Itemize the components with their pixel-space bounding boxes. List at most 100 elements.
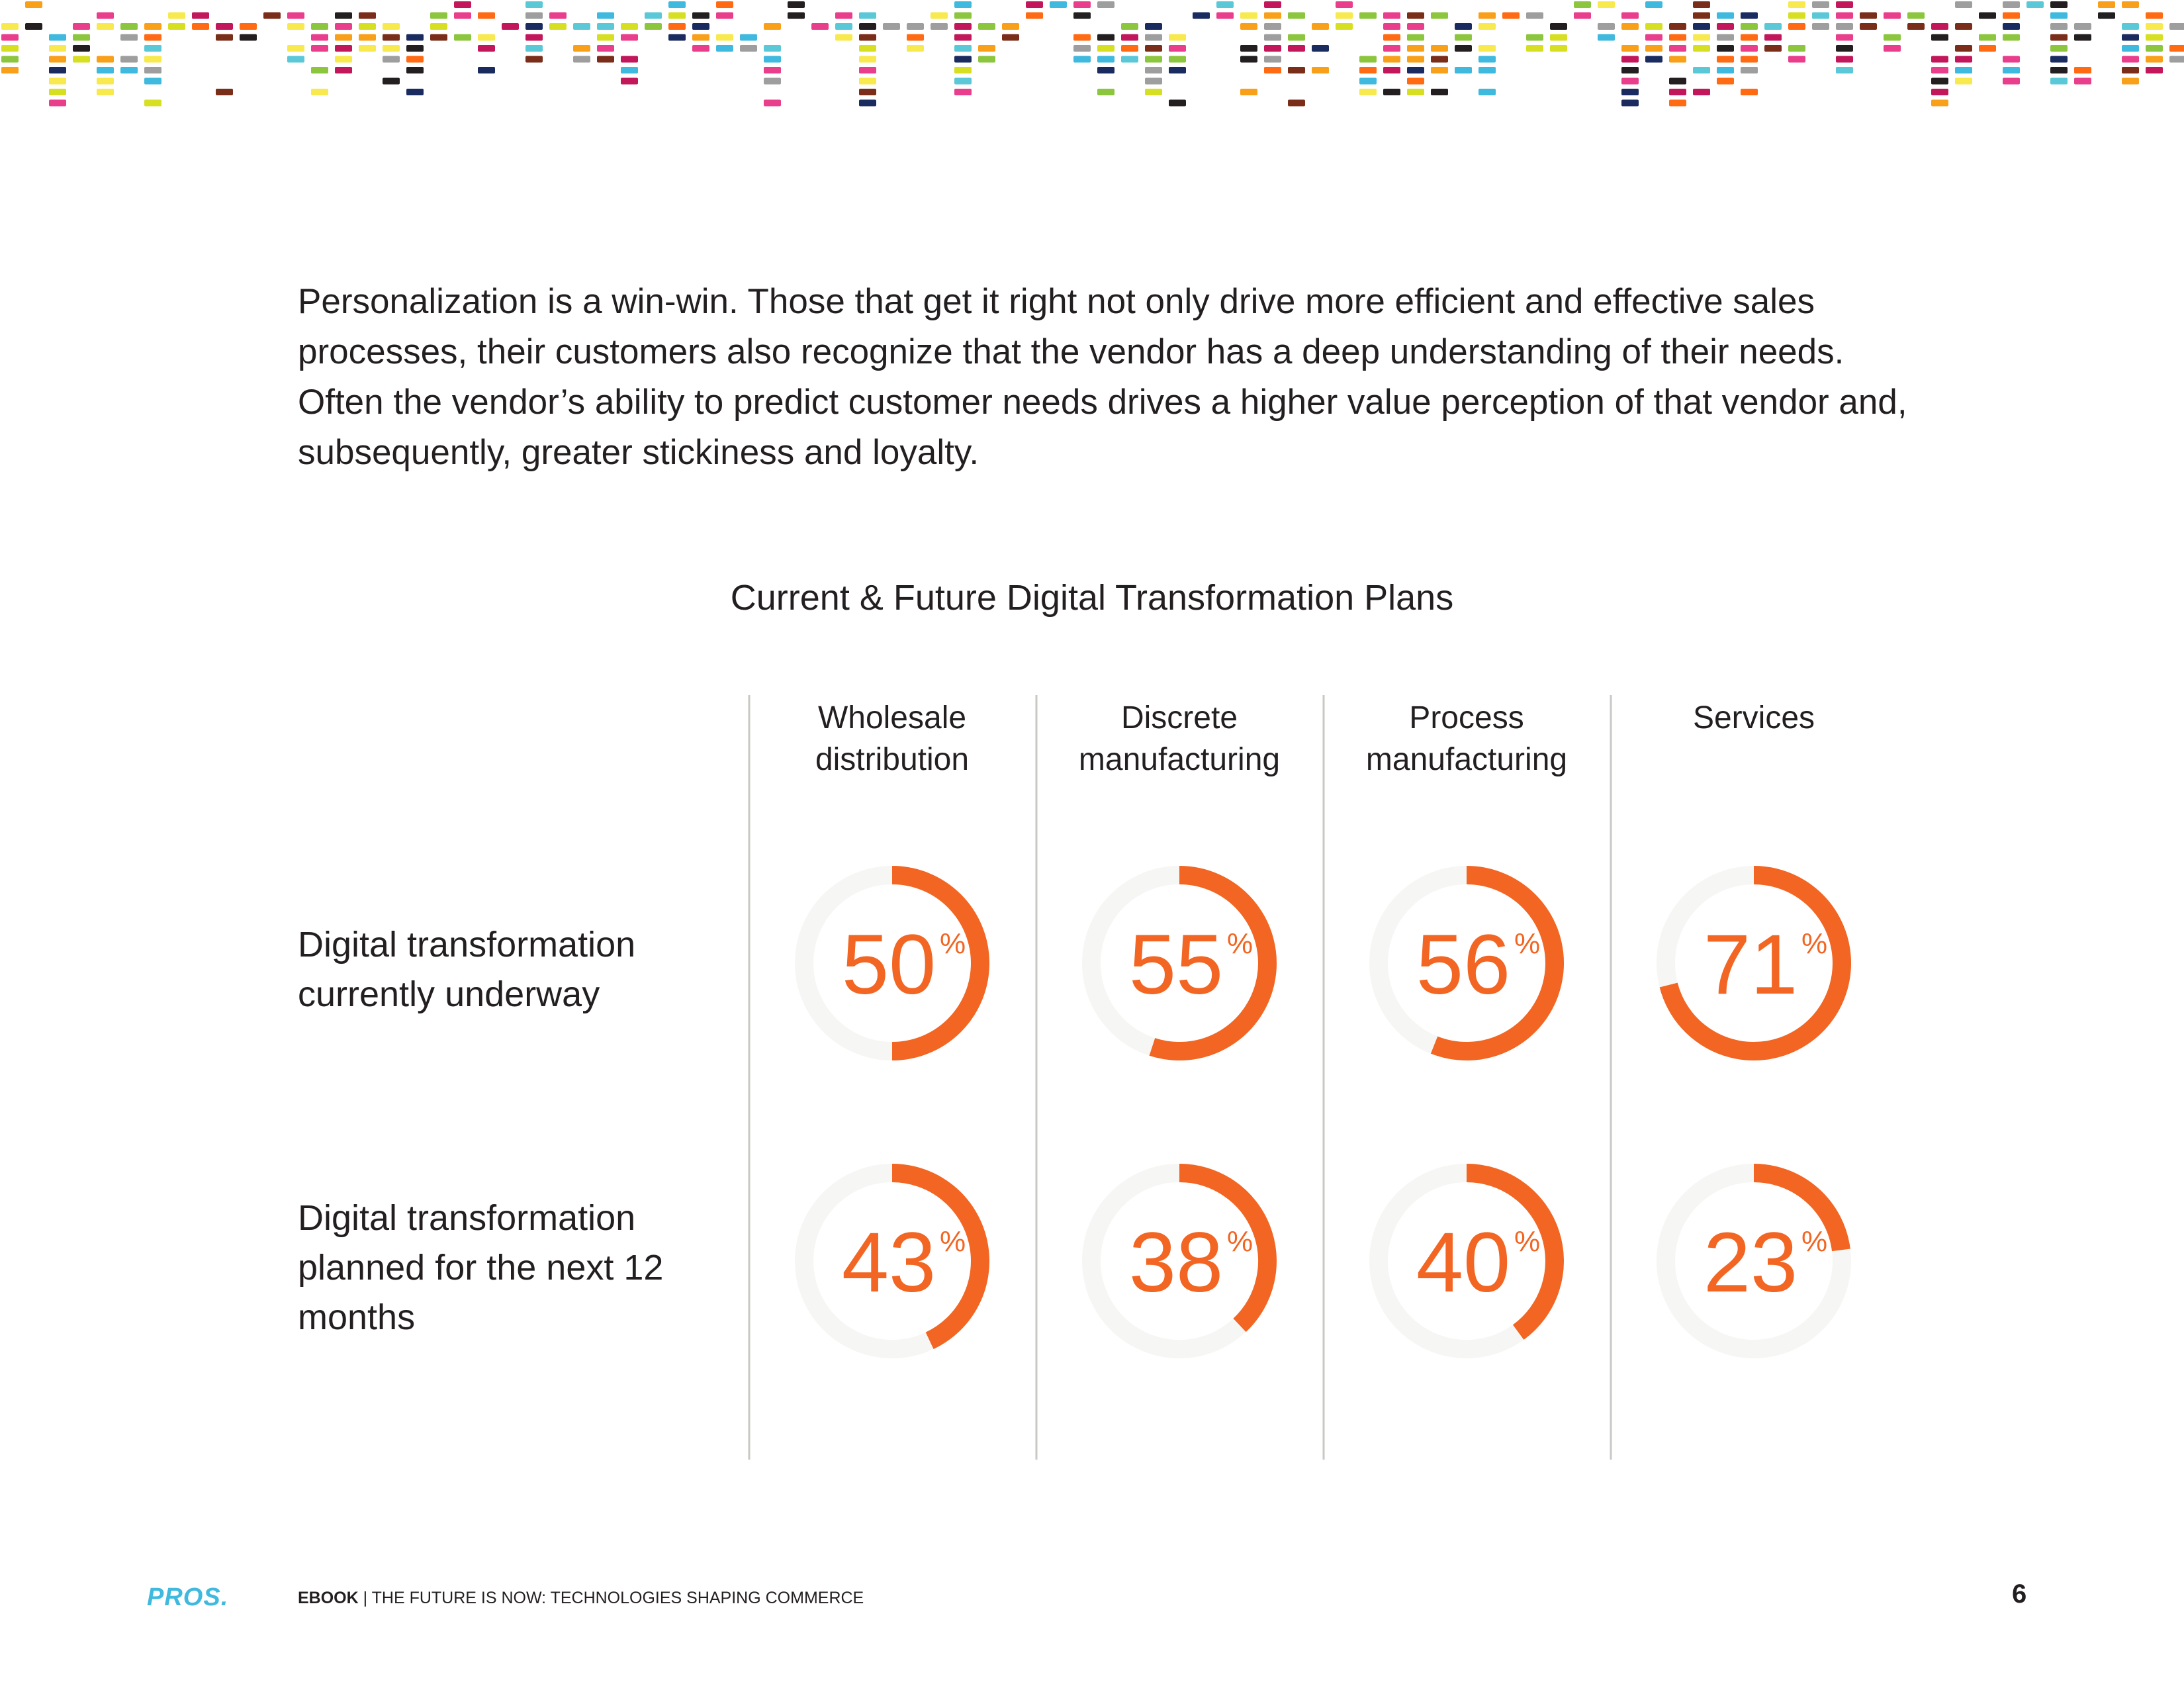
pattern-dash [1097,67,1115,73]
column-header-2-line-1: manufacturing [1366,742,1567,777]
pattern-dash [859,77,876,85]
pattern-dash [692,45,709,52]
pattern-dash [2122,1,2139,8]
pattern-dash [2146,56,2163,63]
pattern-dash [1407,34,1424,41]
pattern-dash [73,45,90,52]
pattern-dash [1788,1,1805,8]
pattern-dash [1336,12,1353,19]
pattern-dash [668,23,686,30]
pattern-dash [1264,56,1281,63]
pattern-dash [1479,12,1496,19]
pattern-dash [811,23,829,30]
pattern-dash [1741,89,1758,95]
pattern-dash [216,34,233,41]
pattern-dash [49,45,66,52]
pattern-dash [2146,23,2163,30]
pattern-dash [168,23,185,30]
percent-sign-r1-c2: % [1514,1225,1540,1258]
pattern-dash [1,67,19,73]
pattern-dash [430,34,447,41]
value-label-r0-c2: 56 [1416,917,1510,1012]
pattern-dash [1169,34,1186,41]
pattern-dash [692,23,709,30]
pattern-dash [597,23,614,30]
pattern-dash [621,77,638,85]
pattern-dash [597,34,614,41]
column-header-3-line-0: Services [1693,700,1815,735]
percent-sign-r0-c2: % [1514,927,1540,960]
pattern-dash [1097,1,1115,8]
pattern-dash [525,23,543,30]
page-number: 6 [2012,1579,2027,1609]
pattern-dash [954,23,972,30]
pattern-dash [2050,12,2068,19]
pattern-dash [2003,56,2020,63]
pattern-dash [359,45,376,52]
pattern-dash [478,67,495,73]
pattern-dash [1169,45,1186,52]
pattern-dash [2146,12,2163,19]
pattern-dash [2098,1,2115,8]
pattern-dash [430,12,447,19]
pattern-dash [1955,1,1972,8]
pattern-dash [1836,45,1853,52]
pattern-dash [1669,56,1686,63]
pattern-dash [1288,67,1305,73]
pattern-dash [1455,34,1472,41]
pattern-dash [1598,1,1615,8]
percent-sign-r0-c0: % [940,927,966,960]
pattern-dash [73,34,90,41]
pattern-dash [1312,23,1329,30]
pattern-dash [1407,45,1424,52]
pattern-dash [1931,34,1948,41]
pattern-dash [144,23,161,30]
pattern-dash [454,1,471,8]
pattern-dash [1431,45,1448,52]
value-label-r0-c3: 71 [1704,917,1797,1012]
pattern-dash [1073,34,1091,41]
pattern-dash [1097,34,1115,41]
pattern-dash [2122,23,2139,30]
pattern-dash [2074,23,2091,30]
pattern-dash [383,34,400,41]
pattern-dash [502,23,519,30]
pattern-dash [740,34,757,41]
pattern-dash [1764,34,1782,41]
pattern-dash [335,67,352,73]
pattern-dash [1097,45,1115,52]
pattern-dash [2050,34,2068,41]
pattern-dash [1884,34,1901,41]
pattern-dash [1359,12,1377,19]
pattern-dash [1717,23,1734,30]
pattern-dash [49,67,66,73]
pattern-dash [1836,67,1853,73]
pattern-dash [1907,23,1925,30]
pattern-dash [1836,12,1853,19]
pattern-dash [1169,99,1186,107]
pattern-dash [954,56,972,63]
pattern-dash [764,77,781,85]
pattern-dash [549,12,567,19]
pattern-dash [1479,56,1496,63]
pattern-dash [335,56,352,63]
pattern-dash [1264,67,1281,73]
pattern-dash [764,45,781,52]
pattern-dash [1979,12,1996,19]
pattern-dash [2003,12,2020,19]
pattern-dash [716,45,733,52]
pattern-dash [287,56,304,63]
pattern-dash [1621,23,1639,30]
pattern-dash [1717,77,1734,85]
pattern-dash [2003,1,2020,8]
pattern-dash [764,67,781,73]
pattern-dash [788,1,805,8]
value-label-r1-c3: 23 [1704,1215,1797,1310]
pattern-dash [1145,89,1162,95]
pattern-dash [1931,99,1948,107]
pattern-dash [1383,89,1400,95]
pattern-dash [311,45,328,52]
pattern-dash [1812,1,1829,8]
pattern-dash [359,23,376,30]
pattern-dash [859,23,876,30]
